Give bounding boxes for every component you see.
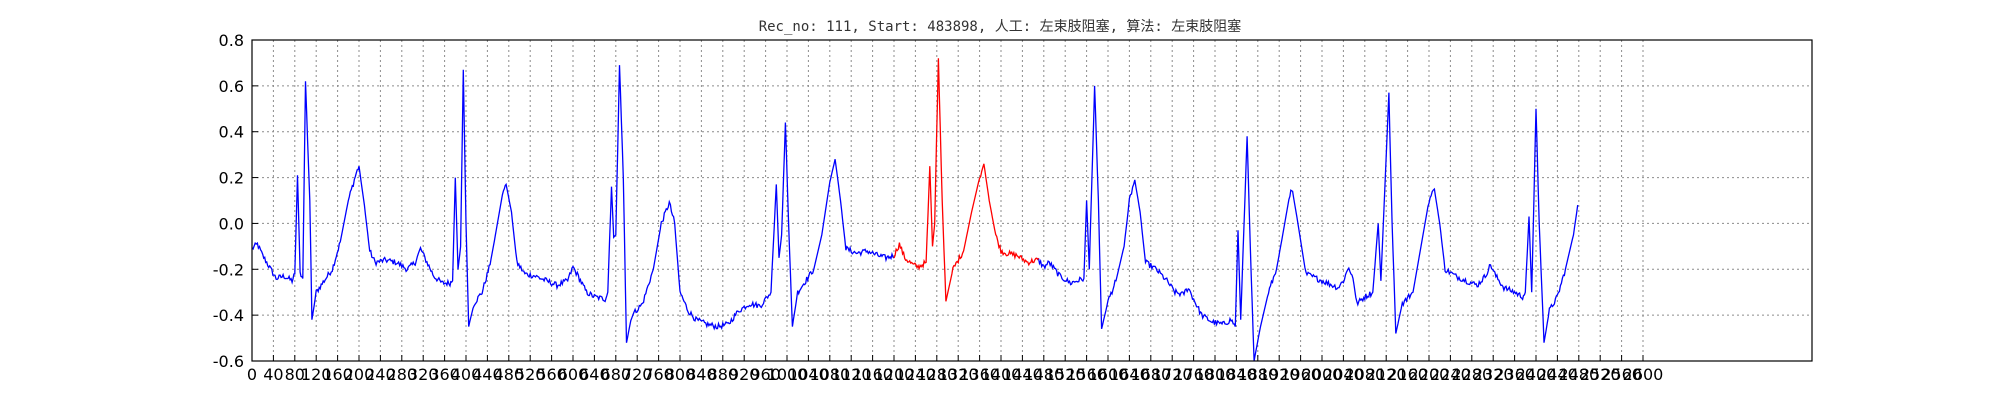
x-tick-label: 2280 [1451, 365, 1492, 384]
x-tick-label: 1520 [1045, 365, 1086, 384]
x-tick-label: 280 [387, 365, 418, 384]
x-tick-label: 600 [558, 365, 589, 384]
x-tick-label: 840 [686, 365, 717, 384]
x-tick-label: 1320 [938, 365, 979, 384]
x-tick-label: 1160 [852, 365, 893, 384]
y-tick-label: -0.4 [213, 306, 244, 325]
x-tick-label: 2400 [1516, 365, 1557, 384]
x-tick-label: 1760 [1173, 365, 1214, 384]
grid-lines [252, 40, 1812, 361]
x-tick-label: 2160 [1387, 365, 1428, 384]
x-tick-label: 40 [263, 365, 283, 384]
ecg-line-after [1037, 85, 1579, 362]
x-tick-label: 2240 [1430, 365, 1471, 384]
x-tick-label: 120 [301, 365, 332, 384]
x-tick-label: 2080 [1344, 365, 1385, 384]
x-tick-label: 80 [285, 365, 305, 384]
x-tick-label: 360 [429, 365, 460, 384]
x-tick-label: 2600 [1623, 365, 1664, 384]
x-tick-label: 1920 [1259, 365, 1300, 384]
ecg-line-highlight [893, 58, 1040, 302]
y-tick-label: 0.4 [219, 123, 244, 142]
x-tick-label: 160 [322, 365, 353, 384]
x-tick-label: 960 [750, 365, 781, 384]
y-tick-label: 0.2 [219, 169, 244, 188]
x-tick-label: 1120 [831, 365, 872, 384]
x-tick-label: 0 [247, 365, 257, 384]
x-tick-label: 1200 [874, 365, 915, 384]
x-tick-label: 880 [708, 365, 739, 384]
x-tick-label: 680 [601, 365, 632, 384]
x-tick-label: 2000 [1302, 365, 1343, 384]
x-tick-label: 1600 [1088, 365, 1129, 384]
x-tick-label: 640 [579, 365, 610, 384]
x-tick-label: 1440 [1002, 365, 1043, 384]
y-tick-label: 0.0 [219, 214, 244, 233]
x-tick-label: 1400 [981, 365, 1022, 384]
x-tick-label: 400 [451, 365, 482, 384]
x-tick-label: 1800 [1195, 365, 1236, 384]
plot-frame [251, 39, 1813, 362]
x-tick-label: 2560 [1601, 365, 1642, 384]
y-axis-ticks: 0.8 0.6 0.4 0.2 0.0 -0.2 -0.4 -0.6 [213, 31, 258, 371]
x-tick-label: 1000 [767, 365, 808, 384]
x-tick-label: 2120 [1366, 365, 1407, 384]
x-tick-label: 520 [515, 365, 546, 384]
x-tick-label: 1640 [1109, 365, 1150, 384]
x-tick-label: 1240 [895, 365, 936, 384]
x-tick-label: 1960 [1280, 365, 1321, 384]
x-tick-label: 720 [622, 365, 653, 384]
chart-title: Rec_no: 111, Start: 483898, 人工: 左束肢阻塞, 算… [759, 18, 1242, 35]
x-tick-label: 800 [665, 365, 696, 384]
y-tick-label: 0.6 [219, 77, 244, 96]
x-tick-label: 2200 [1409, 365, 1450, 384]
y-tick-label: -0.2 [213, 260, 244, 279]
ecg-series [251, 58, 1579, 362]
x-tick-label: 2480 [1558, 365, 1599, 384]
x-tick-label: 440 [472, 365, 503, 384]
ecg-line-before [251, 65, 895, 343]
x-tick-label: 320 [408, 365, 439, 384]
x-tick-label: 1360 [959, 365, 1000, 384]
x-tick-label: 200 [344, 365, 375, 384]
x-tick-label: 1280 [916, 365, 957, 384]
x-tick-label: 1080 [809, 365, 850, 384]
y-tick-label: -0.6 [213, 352, 244, 371]
x-tick-label: 480 [494, 365, 525, 384]
x-tick-label: 2520 [1580, 365, 1621, 384]
x-tick-label: 920 [729, 365, 760, 384]
x-tick-label: 1840 [1216, 365, 1257, 384]
x-tick-label: 760 [643, 365, 674, 384]
x-axis-ticks: 0 40 8012016020024028032036040044048052056… [247, 355, 1663, 384]
x-tick-label: 1680 [1130, 365, 1171, 384]
x-tick-label: 2040 [1323, 365, 1364, 384]
x-tick-label: 1480 [1023, 365, 1064, 384]
x-tick-label: 2360 [1494, 365, 1535, 384]
x-tick-label: 1720 [1152, 365, 1193, 384]
x-tick-label: 240 [365, 365, 396, 384]
x-tick-label: 1040 [788, 365, 829, 384]
x-tick-label: 1560 [1066, 365, 1107, 384]
x-tick-label: 2440 [1537, 365, 1578, 384]
x-tick-label: 1880 [1237, 365, 1278, 384]
x-tick-label: 560 [536, 365, 567, 384]
x-tick-label: 2320 [1473, 365, 1514, 384]
y-tick-label: 0.8 [219, 31, 244, 50]
